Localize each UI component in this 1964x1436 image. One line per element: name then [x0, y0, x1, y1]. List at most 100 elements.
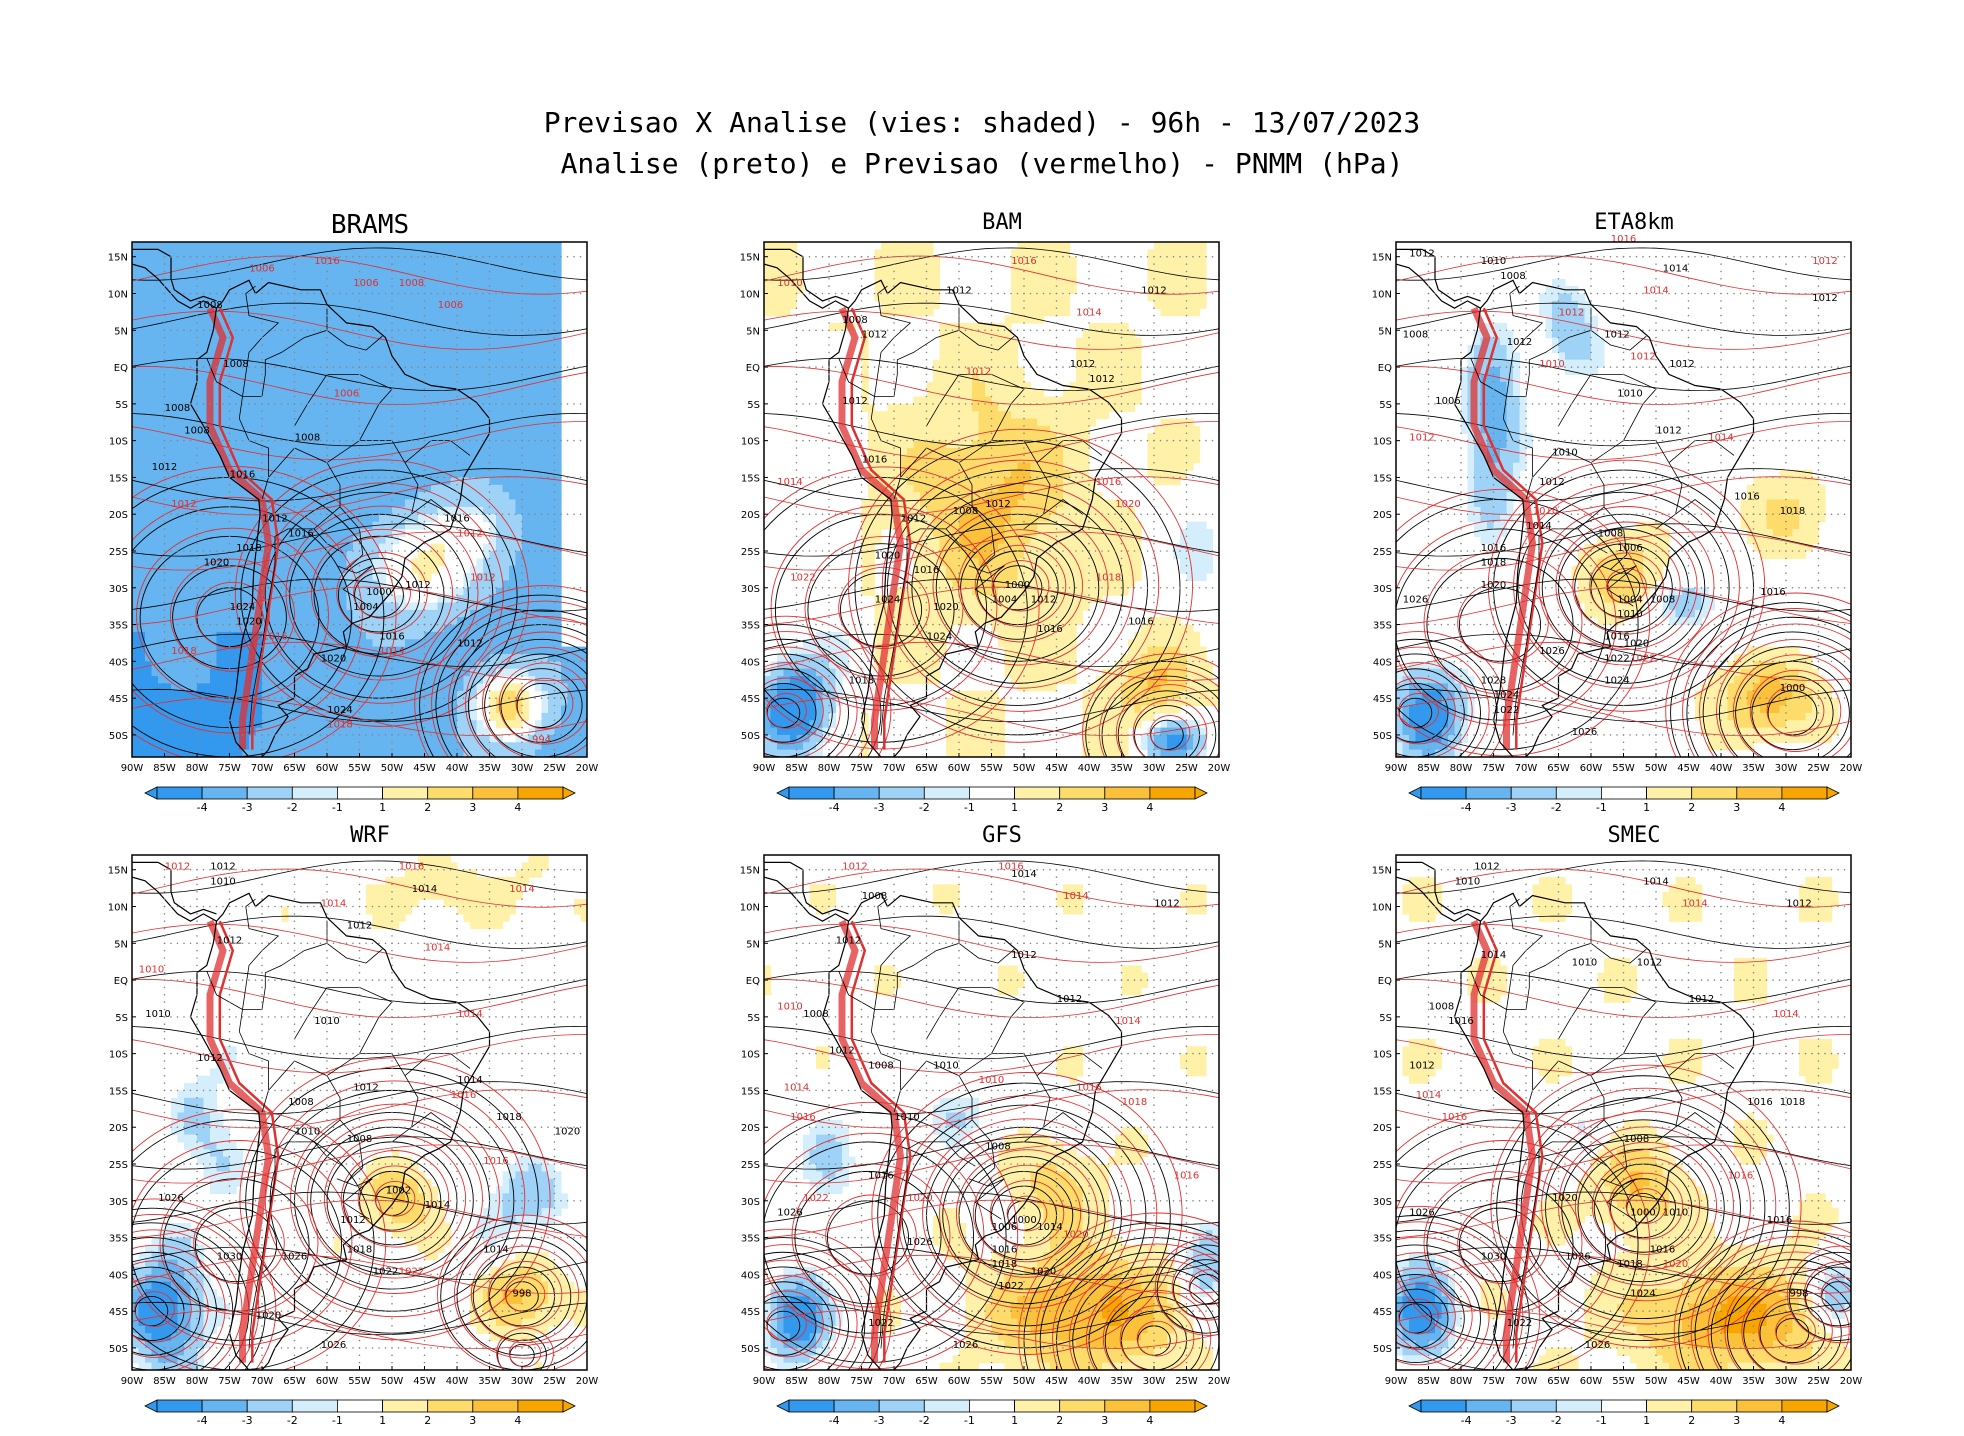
- grid-dot: [1107, 623, 1110, 626]
- lon-tick-label: 80W: [186, 763, 209, 774]
- grid-dot: [1062, 697, 1064, 699]
- grid-dot: [971, 439, 973, 442]
- grid-dot: [1674, 255, 1677, 258]
- lon-tick-label: 30W: [1143, 763, 1166, 774]
- grid-dot: [196, 454, 198, 457]
- grid-dot: [873, 734, 876, 736]
- grid-dot: [326, 469, 328, 471]
- grid-dot: [235, 439, 237, 442]
- grid-dot: [1590, 417, 1592, 420]
- grid-dot: [384, 403, 387, 405]
- forecast-isobar: [1396, 531, 1851, 571]
- grid-dot: [1211, 550, 1214, 552]
- grid-dot: [1088, 373, 1090, 376]
- grid-dot: [899, 513, 902, 515]
- grid-dot: [899, 255, 902, 258]
- grid-dot: [391, 366, 393, 368]
- forecast-isobar: [1487, 459, 1766, 712]
- grid-dot: [1752, 278, 1755, 280]
- grid-dot: [1088, 439, 1090, 442]
- grid-dot: [1551, 476, 1553, 479]
- grid-dot: [514, 255, 517, 258]
- grid-dot: [170, 403, 172, 405]
- grid-dot: [906, 587, 908, 589]
- grid-dot: [404, 697, 406, 699]
- grid-dot: [456, 645, 458, 648]
- grid-dot: [958, 484, 960, 486]
- grid-dot: [456, 697, 458, 699]
- grid-dot: [1068, 292, 1071, 295]
- lon-tick-label: 80W: [818, 763, 841, 774]
- grid-dot: [1120, 734, 1123, 736]
- grid-dot: [834, 329, 837, 332]
- grid-dot: [423, 322, 426, 324]
- grid-dot: [1055, 469, 1058, 471]
- grid-dot: [828, 381, 830, 383]
- grid-dot: [1720, 461, 1722, 464]
- grid-dot: [1003, 587, 1006, 589]
- grid-dot: [958, 682, 960, 685]
- grid-dot: [1023, 631, 1025, 633]
- grid-dot: [925, 557, 928, 560]
- grid-dot: [1153, 601, 1155, 604]
- grid-dot: [293, 631, 296, 633]
- grid-dot: [1525, 498, 1527, 501]
- grid-dot: [475, 660, 478, 663]
- grid-dot: [1088, 631, 1090, 633]
- grid-dot: [1460, 454, 1462, 457]
- grid-dot: [860, 417, 863, 420]
- grid-dot: [280, 513, 283, 515]
- grid-dot: [176, 513, 179, 515]
- grid-dot: [365, 329, 367, 332]
- grid-dot: [1192, 292, 1194, 295]
- grid-dot: [1185, 314, 1188, 317]
- grid-dot: [1460, 410, 1462, 412]
- grid-dot: [196, 403, 198, 405]
- grid-dot: [261, 270, 263, 273]
- grid-dot: [326, 403, 328, 405]
- lat-tick-label: 5N: [746, 326, 760, 337]
- grid-dot: [553, 748, 556, 751]
- grid-dot: [521, 498, 523, 501]
- grid-dot: [391, 653, 393, 655]
- andes-contour-band: [850, 307, 912, 750]
- grid-dot: [261, 366, 263, 368]
- grid-dot: [1159, 329, 1162, 332]
- grid-dot: [958, 645, 960, 648]
- grid-dot: [1427, 351, 1430, 354]
- grid-dot: [488, 461, 491, 464]
- grid-dot: [1629, 476, 1631, 479]
- grid-dot: [521, 263, 523, 265]
- country-border: [958, 329, 1015, 351]
- grid-dot: [261, 329, 263, 332]
- grid-dot: [1843, 366, 1846, 368]
- grid-dot: [358, 439, 361, 442]
- grid-dot: [1211, 513, 1214, 515]
- grid-dot: [1055, 417, 1058, 420]
- grid-dot: [280, 623, 283, 626]
- grid-dot: [906, 660, 908, 663]
- grid-dot: [456, 395, 458, 398]
- grid-dot: [860, 638, 863, 641]
- grid-dot: [430, 660, 432, 663]
- analysis-isobar: [240, 469, 518, 721]
- grid-dot: [958, 734, 960, 736]
- grid-dot: [1055, 704, 1058, 707]
- grid-dot: [196, 675, 198, 677]
- grid-dot: [1486, 476, 1488, 479]
- grid-dot: [1016, 439, 1019, 442]
- grid-dot: [958, 638, 960, 641]
- analysis-isobar: [132, 247, 587, 281]
- panel-bam: BAM 1016 1010 1012 1012 1014 1008 1012 1012 1012…: [722, 210, 1282, 820]
- grid-dot: [1772, 439, 1774, 442]
- grid-dot: [828, 255, 830, 258]
- grid-dot: [1055, 601, 1058, 604]
- grid-dot: [1088, 447, 1090, 449]
- grid-dot: [365, 476, 367, 479]
- grid-dot: [482, 513, 484, 515]
- grid-dot: [163, 498, 166, 501]
- grid-dot: [1010, 292, 1012, 295]
- grid-dot: [958, 667, 960, 670]
- grid-dot: [860, 263, 863, 265]
- grid-dot: [1120, 741, 1123, 744]
